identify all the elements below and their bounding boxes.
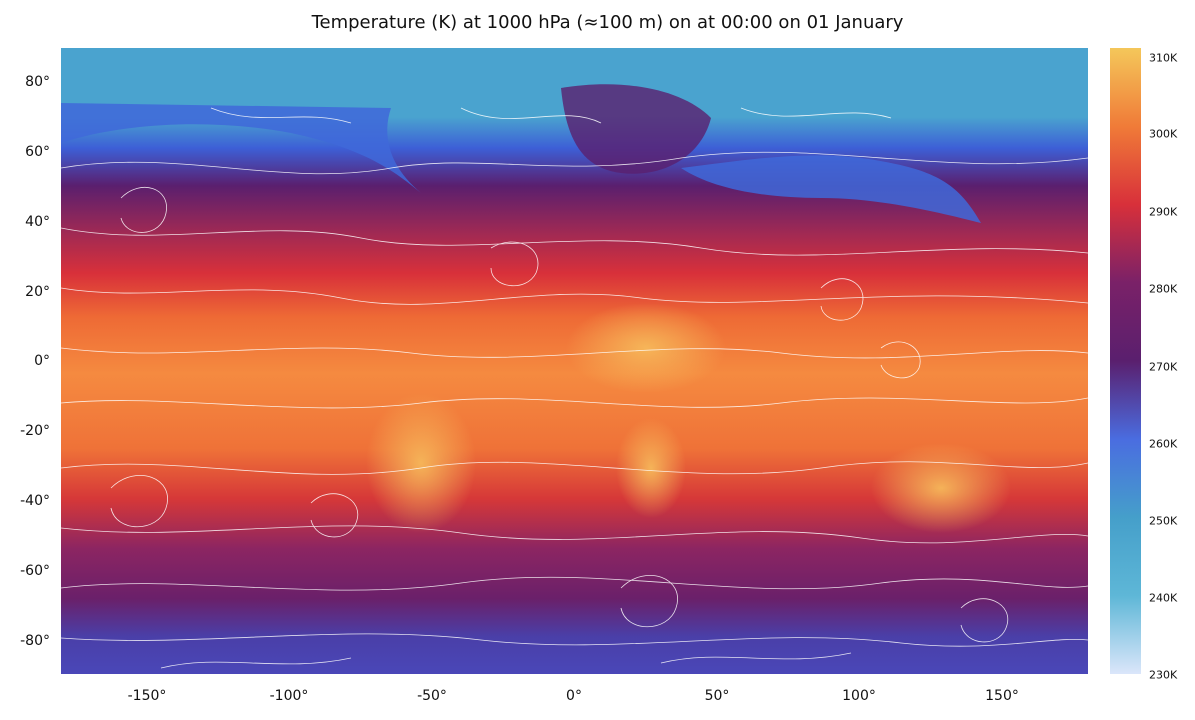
wind-streamlines: [61, 107, 1088, 669]
x-tick-label: 0°: [566, 688, 582, 704]
y-tick-label: 20°: [25, 284, 50, 300]
y-tick-label: -80°: [20, 633, 50, 649]
y-tick-label: 60°: [25, 144, 50, 160]
australia-warm-region: [871, 443, 1011, 533]
chart-title: Temperature (K) at 1000 hPa (≈100 m) on …: [311, 12, 904, 33]
colorbar-label: 300K: [1149, 127, 1178, 141]
colorbar-label: 270K: [1149, 360, 1178, 374]
africa-warm-region: [566, 303, 726, 393]
x-tick-label: -50°: [417, 688, 447, 704]
y-tick-label: 0°: [34, 353, 50, 369]
colorbar-label: 280K: [1149, 282, 1178, 296]
colorbar-label: 260K: [1149, 437, 1178, 451]
colorbar: [1110, 48, 1141, 674]
y-tick-label: 40°: [25, 214, 50, 230]
colorbar-label: 290K: [1149, 205, 1178, 219]
y-tick-label: 80°: [25, 74, 50, 90]
arctic-warm-region: [561, 84, 711, 174]
colorbar-label: 240K: [1149, 591, 1178, 605]
x-tick-label: 50°: [704, 688, 730, 704]
south-america-warm-region: [366, 393, 476, 533]
siberia-cold-region: [681, 155, 981, 223]
temperature-map[interactable]: [61, 48, 1088, 674]
x-tick-label: 100°: [842, 688, 876, 704]
temperature-map-svg: [61, 48, 1088, 674]
x-tick-label: -100°: [269, 688, 309, 704]
colorbar-label: 250K: [1149, 514, 1178, 528]
southern-africa-warm-region: [616, 418, 686, 518]
x-tick-label: -150°: [127, 688, 167, 704]
x-tick-label: 150°: [985, 688, 1019, 704]
colorbar-label: 310K: [1149, 51, 1178, 65]
y-tick-label: -20°: [20, 423, 50, 439]
y-tick-label: -40°: [20, 493, 50, 509]
colorbar-label: 230K: [1149, 668, 1178, 682]
north-america-cold-region: [61, 103, 421, 193]
y-tick-label: -60°: [20, 563, 50, 579]
